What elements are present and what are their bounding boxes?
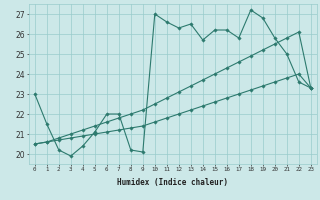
X-axis label: Humidex (Indice chaleur): Humidex (Indice chaleur) — [117, 178, 228, 187]
